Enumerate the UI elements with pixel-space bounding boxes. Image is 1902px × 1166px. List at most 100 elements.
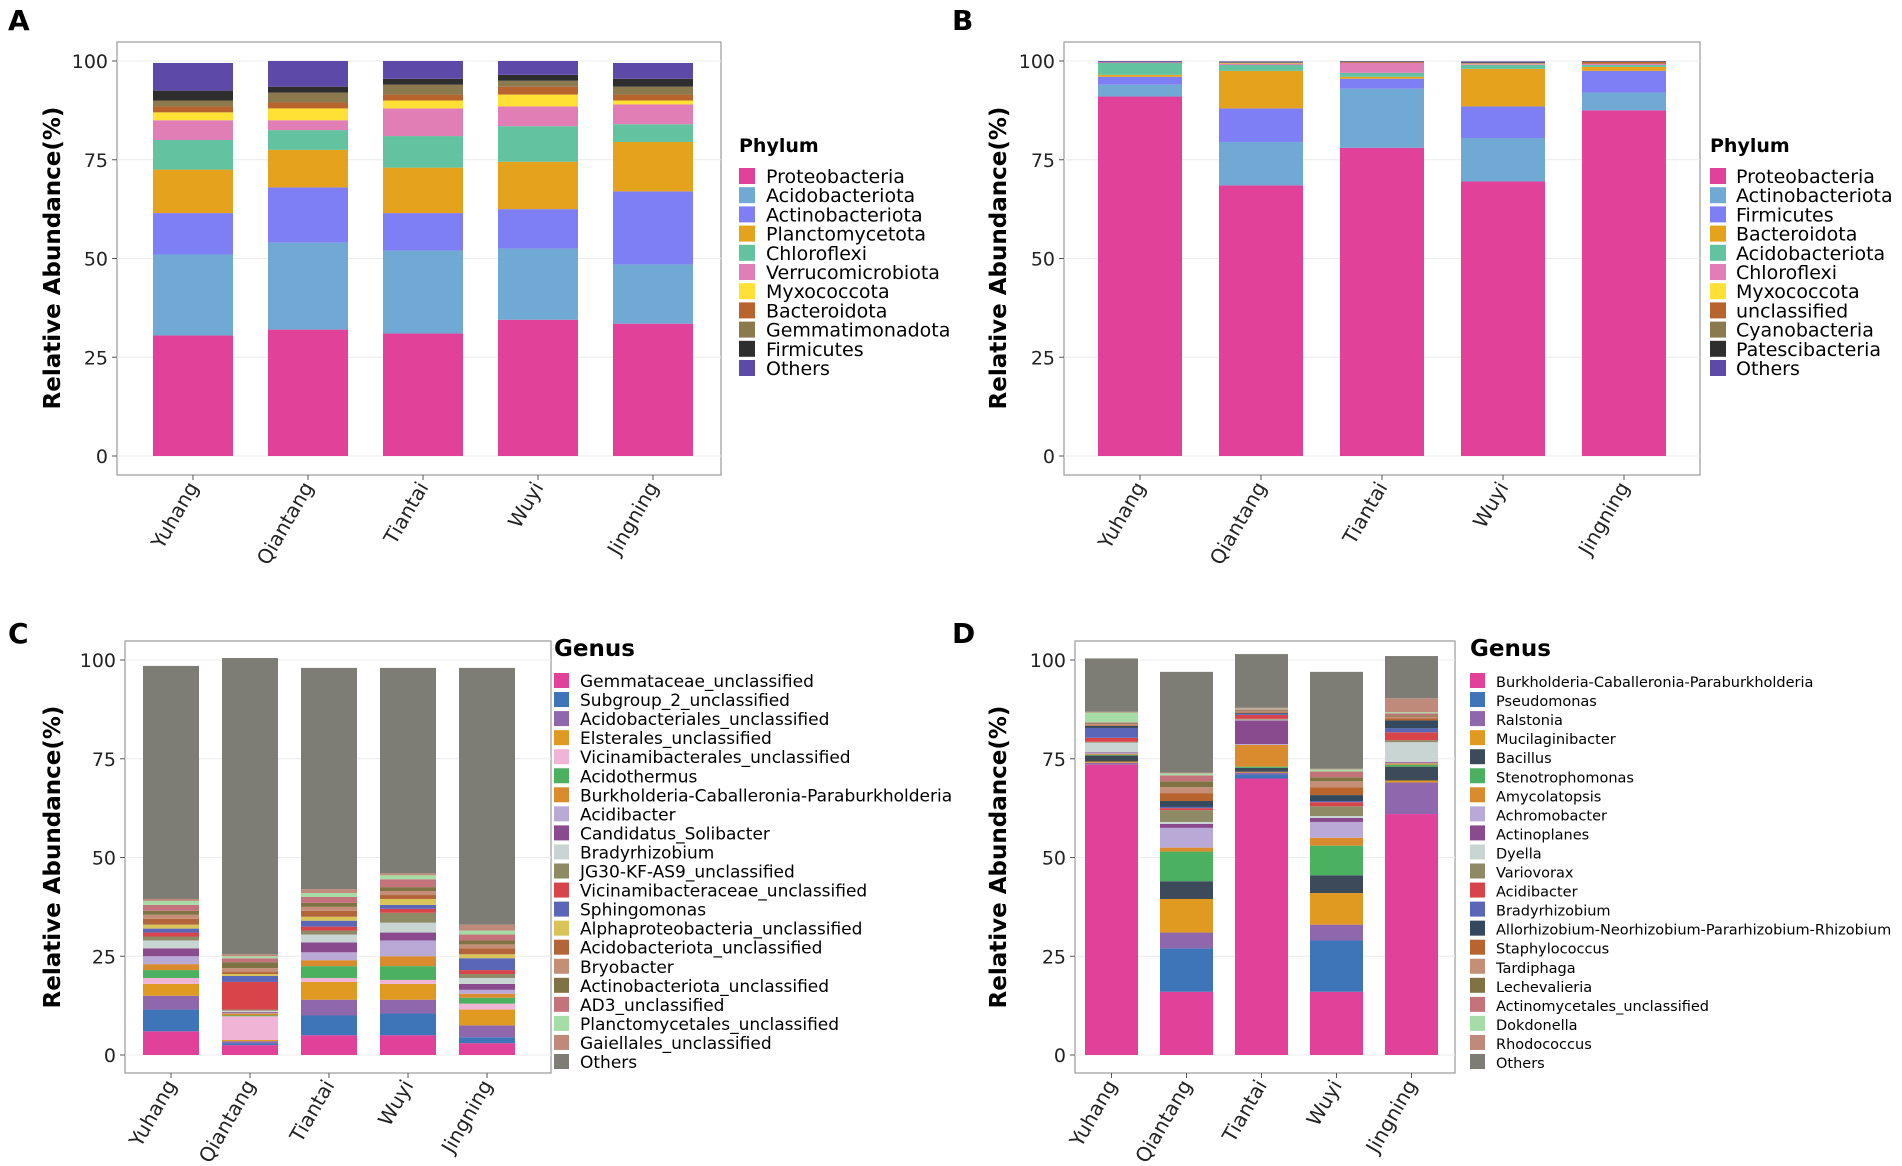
panel-c-bar-segment-yuhang-elsterales-unclassified (143, 983, 199, 996)
panel-a-bar-segment-yuhang-firmicutes (153, 90, 233, 101)
panel-a-bar-segment-yuhang-chloroflexi (153, 140, 233, 170)
panel-b-bar-segment-jingning-chloroflexi (1582, 63, 1666, 65)
panel-d-xtick-label-jingning: Jingning (1360, 1076, 1422, 1159)
panel-c-bar-segment-qiantang-acidobacteriales-unclassified (222, 1041, 278, 1044)
panel-c-bar-segment-tiantai-ad3-unclassified (301, 897, 357, 903)
panel-c-bar-segment-tiantai-acidobacteriota-unclassified (301, 910, 357, 917)
panel-d-bar-segment-wuyi-lechevalieria (1310, 777, 1363, 782)
panel-d-legend-label-mucilaginibacter: Mucilaginibacter (1496, 732, 1616, 748)
panel-d-bar-segment-wuyi-actinoplanes (1310, 818, 1363, 822)
panel-d-ytick-label: 75 (1042, 749, 1066, 771)
panel-c-legend-label-elsterales-unclassified: Elsterales_unclassified (580, 729, 772, 749)
panel-d-bar-segment-jingning-rhodococcus (1385, 698, 1438, 713)
panel-a-bar-segment-yuhang-others (153, 62, 233, 91)
panel-b-bar-segment-qiantang-acidobacteriota (1219, 64, 1303, 71)
panel-c-bar-segment-qiantang-gemmataceae-unclassified (222, 1045, 278, 1055)
panel-c-bar-segment-qiantang-gaiellales-unclassified (222, 954, 278, 957)
panel-d-legend-label-tardiphaga: Tardiphaga (1495, 961, 1576, 977)
panel-c-bar-segment-yuhang-alphaproteobacteria-unclassified (143, 924, 199, 929)
panel-c-legend-swatch-jg30-kf-as9-unclassified (554, 863, 569, 879)
panel-b-bar-segment-tiantai-acidobacteriota (1340, 72, 1424, 77)
panel-c-bar-segment-yuhang-vicinamibacterales-unclassified (143, 977, 199, 984)
panel-a-bar-segment-yuhang-planctomycetota (153, 169, 233, 214)
panel-c-bar-segment-tiantai-elsterales-unclassified (301, 981, 357, 1000)
panel-c-bar-segment-jingning-jg30-kf-as9-unclassified (459, 974, 515, 978)
panel-a-bar-segment-qiantang-acidobacteriota (268, 242, 348, 330)
panel-c-bar-segment-qiantang-sphingomonas (222, 976, 278, 982)
panel-c-bar-segment-yuhang-planctomycetales-unclassified (143, 900, 199, 905)
panel-c-legend-label-others: Others (580, 1053, 637, 1073)
panel-d-legend-label-actinomycetales-unclassified: Actinomycetales_unclassified (1496, 999, 1709, 1015)
panel-a-bar-segment-qiantang-myxococcota (268, 108, 348, 121)
panel-d-bar-segment-yuhang-burkholderia-caballeronia-paraburkholderia (1085, 764, 1138, 1055)
panel-d-legend-label-variovorax: Variovorax (1496, 866, 1574, 882)
panel-d-bar-segment-wuyi-stenotrophomonas (1310, 845, 1363, 876)
panel-d-bar-segment-yuhang-amycolatopsis (1085, 754, 1138, 755)
panel-d-bar-segment-yuhang-lechevalieria (1085, 723, 1138, 724)
panel-c-bar-segment-jingning-acidothermus (459, 997, 515, 1004)
panel-d-letter: D (952, 617, 975, 650)
panel-b-bar-segment-qiantang-firmicutes (1219, 108, 1303, 142)
panel-c-bar-segment-tiantai-acidothermus (301, 966, 357, 978)
panel-c-bar-segment-tiantai-subgroup-2-unclassified (301, 1015, 357, 1036)
panel-b-legend-swatch-acidobacteriota (1710, 244, 1726, 261)
panel-b-bar-segment-yuhang-firmicutes (1098, 76, 1182, 85)
panel-c-bar-segment-wuyi-bradyrhizobium (380, 922, 436, 933)
panel-c-bar-segment-tiantai-sphingomonas (301, 920, 357, 927)
panel-a-legend-label-myxococcota: Myxococcota (766, 281, 890, 303)
panel-b-y-axis-title: Relative Abundance(%) (986, 107, 1012, 410)
panel-c-bar-segment-yuhang-others (143, 665, 199, 899)
panel-b-legend-label-bacteroidota: Bacteroidota (1736, 224, 1857, 246)
panel-a-bar-segment-qiantang-planctomycetota (268, 149, 348, 188)
panel-d-legend-label-rhodococcus: Rhodococcus (1496, 1037, 1592, 1053)
panel-a-bar-segment-yuhang-gemmatimonadota (153, 100, 233, 107)
panel-c-bar-segment-qiantang-bryobacter (222, 968, 278, 973)
panel-c-bar-segment-jingning-gaiellales-unclassified (459, 924, 515, 931)
panel-a-legend-label-verrucomicrobiota: Verrucomicrobiota (766, 262, 940, 284)
panel-d-bar-segment-yuhang-bacillus (1085, 755, 1138, 762)
panel-c-legend-swatch-vicinamibacteraceae-unclassified (554, 882, 569, 898)
panel-d-bar-segment-tiantai-bacillus (1235, 767, 1288, 772)
panel-b-bar-segment-wuyi-proteobacteria (1461, 181, 1545, 456)
panel-d-bar-segment-tiantai-dokdonella (1235, 708, 1288, 710)
panel-c-bar-segment-wuyi-acidobacteriales-unclassified (380, 999, 436, 1014)
panel-c-legend-label-actinobacteriota-unclassified: Actinobacteriota_unclassified (580, 977, 829, 997)
panel-c-bar-segment-yuhang-acidobacteriota-unclassified (143, 918, 199, 925)
panel-a-bar-segment-qiantang-proteobacteria (268, 329, 348, 456)
panel-a-letter: A (8, 4, 30, 37)
panel-d-legend-swatch-burkholderia-caballeronia-paraburkholderia (1470, 673, 1485, 688)
panel-c-bar-segment-qiantang-planctomycetales-unclassified (222, 956, 278, 959)
panel-d-legend-label-dokdonella: Dokdonella (1496, 1018, 1578, 1034)
panel-a-bar-segment-jingning-myxococcota (613, 100, 693, 105)
panel-c-legend-swatch-acidobacteriota-unclassified (554, 939, 569, 955)
panel-d-bar-segment-jingning-burkholderia-caballeronia-paraburkholderia (1385, 814, 1438, 1055)
panel-b-bar-segment-qiantang-chloroflexi (1219, 63, 1303, 65)
panel-d-bar-segment-yuhang-dokdonella (1085, 712, 1138, 723)
panel-d-legend-swatch-dyella (1470, 844, 1485, 860)
panel-b-legend-swatch-unclassified (1710, 302, 1726, 319)
panel-d-bar-segment-wuyi-pseudomonas (1310, 940, 1363, 992)
panel-c-ytick-label: 25 (92, 946, 116, 968)
panel-b-bar-segment-qiantang-others (1219, 61, 1303, 63)
panel-c-legend-swatch-acidibacter (554, 806, 569, 822)
panel-c-bar-segment-yuhang-candidatus-solibacter (143, 948, 199, 957)
panel-d-bar-segment-tiantai-others (1235, 654, 1288, 708)
panel-d-legend-label-burkholderia-caballeronia-paraburkholderia: Burkholderia-Caballeronia-Paraburkholder… (1496, 675, 1813, 691)
panel-c-legend-label-gemmataceae-unclassified: Gemmataceae_unclassified (580, 672, 814, 692)
panel-b-ytick-label: 50 (1031, 249, 1055, 271)
panel-d-bar-segment-tiantai-rhodococcus (1235, 707, 1288, 709)
panel-b-bar-segment-yuhang-chloroflexi (1098, 62, 1182, 63)
panel-d-bar-segment-jingning-amycolatopsis (1385, 763, 1438, 765)
panel-d-bar-segment-tiantai-staphylococcus (1235, 712, 1288, 713)
panel-b-legend-swatch-patescibacteria (1710, 340, 1726, 357)
panel-c-xtick-label-yuhang: Yuhang (124, 1076, 182, 1152)
panel-b-legend-label-patescibacteria: Patescibacteria (1736, 339, 1881, 361)
panel-d-legend-label-lechevalieria: Lechevalieria (1496, 980, 1592, 996)
panel-c-xtick-label-jingning: Jingning (435, 1076, 497, 1159)
panel-d-bar-segment-jingning-bradyrhizobium (1385, 728, 1438, 733)
panel-c-bar-segment-yuhang-acidobacteriales-unclassified (143, 995, 199, 1010)
panel-c-bar-segment-qiantang-elsterales-unclassified (222, 1039, 278, 1042)
panel-c-bar-segment-jingning-vicinamibacterales-unclassified (459, 1003, 515, 1010)
panel-b-bar-segment-wuyi-chloroflexi (1461, 64, 1545, 65)
panel-a-bar-segment-tiantai-firmicutes (383, 78, 463, 85)
